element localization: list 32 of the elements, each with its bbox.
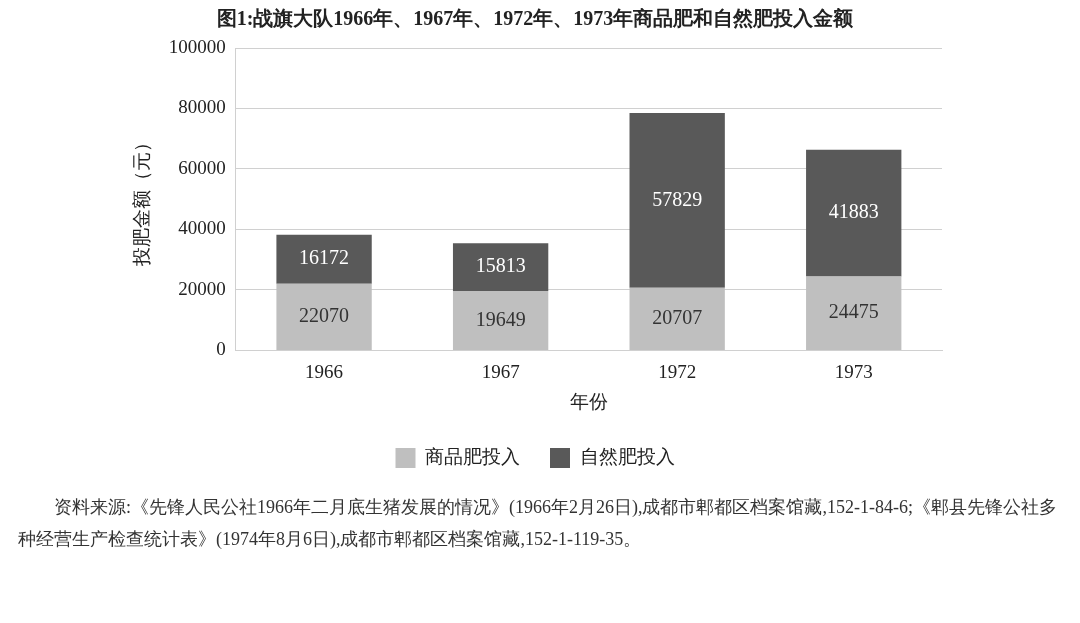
bar	[276, 234, 372, 284]
bar	[806, 149, 902, 277]
bar	[629, 287, 725, 350]
data-label: 57829	[652, 187, 703, 210]
x-axis-title: 年份	[569, 390, 608, 412]
data-label: 24475	[828, 300, 879, 323]
bar	[806, 276, 902, 350]
x-tick-label: 1967	[481, 360, 520, 382]
y-tick-label: 20000	[178, 277, 226, 299]
legend-label: 自然肥投入	[579, 445, 675, 467]
data-label: 16172	[299, 246, 350, 269]
y-tick-label: 60000	[178, 156, 226, 178]
bar	[452, 290, 549, 350]
data-label: 41883	[828, 200, 879, 223]
text: 资料来源:《先锋人民公社1966年二月底生猪发展的情况》(1966年2月26日),成都市郫都区档案馆藏,152-1-84-6;《郫县先锋公社多种经营生产检查统计表》(1974年8月6日),成都市郫都区档案馆藏,152-1-119-35。	[18, 496, 1058, 551]
data-label: 20707	[652, 306, 703, 329]
y-tick-label: 40000	[178, 217, 226, 239]
chart-title: 图1:战旗大队1966年、1967年、1972年、1973年商品肥和自然肥投入金额	[216, 7, 855, 30]
y-tick-label: 0	[216, 338, 226, 360]
data-label: 19649	[475, 307, 526, 330]
bar	[276, 283, 372, 350]
x-tick-label: 1966	[305, 360, 344, 382]
bar	[629, 112, 725, 288]
data-label: 15813	[475, 254, 526, 277]
x-tick-label: 1972	[658, 360, 697, 382]
y-tick-label: 100000	[168, 35, 226, 57]
bar	[452, 243, 549, 291]
legend-label: 商品肥投入	[425, 445, 520, 467]
y-axis-title: 投肥金额（元）	[131, 132, 153, 267]
y-tick-label: 80000	[178, 96, 226, 118]
x-tick-label: 1973	[834, 360, 873, 382]
data-label: 22070	[299, 304, 350, 327]
